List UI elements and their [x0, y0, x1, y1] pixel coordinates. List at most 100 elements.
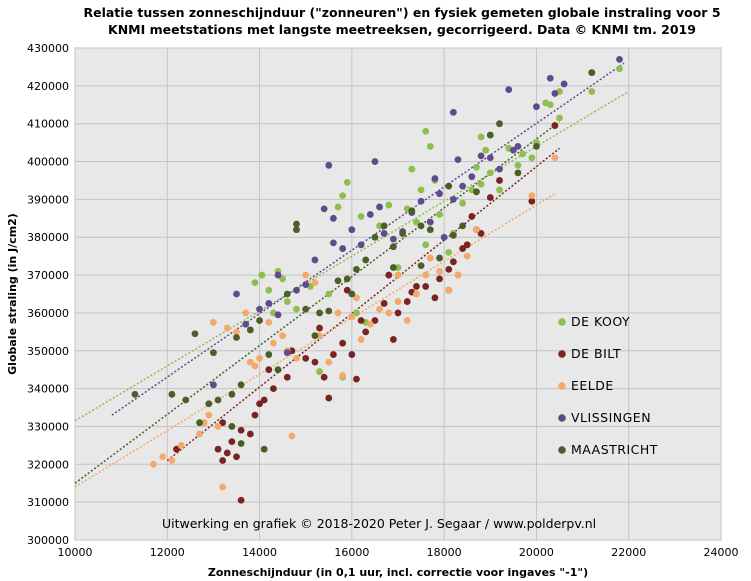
y-axis-label: Globale straling (in J/cm2): [6, 213, 19, 375]
point-de-bilt: [219, 457, 227, 464]
legend-label-vlissingen: VLISSINGEN: [571, 410, 651, 425]
point-maastricht: [191, 330, 199, 338]
point-de-bilt: [353, 375, 360, 383]
point-eelde: [270, 339, 277, 347]
plot-area: [74, 47, 722, 541]
point-maastricht: [196, 419, 203, 427]
point-maastricht: [260, 445, 268, 453]
point-maastricht: [168, 390, 176, 398]
point-maastricht: [334, 277, 342, 285]
point-maastricht: [325, 307, 333, 315]
point-vlissingen: [242, 320, 250, 328]
point-de-bilt: [468, 213, 476, 220]
point-de-bilt: [389, 336, 397, 343]
point-de-kooy: [514, 161, 522, 169]
x-tick-label: 16000: [334, 546, 369, 559]
point-maastricht: [514, 169, 522, 177]
point-vlissingen: [514, 143, 522, 150]
point-de-bilt: [228, 438, 236, 445]
point-eelde: [394, 271, 402, 279]
point-de-bilt: [403, 298, 411, 305]
point-eelde: [376, 305, 383, 313]
point-de-kooy: [251, 279, 259, 287]
point-de-kooy: [357, 213, 365, 220]
point-eelde: [293, 354, 300, 362]
point-eelde: [150, 460, 157, 468]
point-de-bilt: [422, 283, 430, 290]
x-tick-label: 20000: [519, 546, 554, 559]
point-eelde: [366, 320, 374, 328]
gridlines: [74, 47, 722, 541]
point-de-bilt: [320, 373, 328, 381]
y-axis-ticks: 300000 310000 320000 330000 340000 350000 3600…: [27, 42, 69, 547]
point-de-bilt: [486, 194, 494, 201]
point-maastricht: [131, 390, 139, 398]
point-de-kooy: [477, 133, 485, 141]
point-eelde: [528, 192, 536, 200]
point-maastricht: [588, 69, 596, 76]
point-eelde: [403, 317, 411, 324]
point-de-kooy: [546, 101, 554, 109]
point-maastricht: [316, 309, 323, 317]
point-vlissingen: [210, 381, 217, 389]
point-de-bilt: [385, 271, 393, 279]
point-eelde: [445, 286, 453, 294]
point-vlissingen: [256, 305, 263, 313]
point-de-kooy: [426, 143, 434, 150]
point-de-kooy: [473, 163, 480, 171]
x-tick-label: 10000: [58, 546, 93, 559]
point-maastricht: [228, 423, 236, 430]
point-de-kooy: [528, 154, 536, 162]
point-de-kooy: [334, 203, 342, 211]
point-vlissingen: [417, 197, 425, 205]
point-de-bilt: [330, 351, 337, 358]
point-maastricht: [265, 351, 273, 358]
point-vlissingen: [468, 173, 476, 181]
point-eelde: [426, 254, 434, 262]
point-de-bilt: [237, 426, 245, 434]
point-maastricht: [293, 226, 300, 234]
point-eelde: [205, 411, 213, 419]
point-vlissingen: [436, 190, 443, 198]
point-maastricht: [228, 390, 236, 398]
point-eelde: [265, 318, 273, 326]
point-de-bilt: [380, 300, 388, 307]
point-maastricht: [283, 290, 291, 298]
point-de-kooy: [265, 286, 273, 294]
point-de-bilt: [528, 197, 536, 205]
point-maastricht: [214, 396, 222, 404]
point-eelde: [219, 483, 227, 491]
point-maastricht: [274, 366, 282, 374]
trendline-de-bilt: [166, 147, 560, 462]
point-de-bilt: [302, 354, 310, 362]
point-de-bilt: [251, 411, 259, 419]
point-vlissingen: [486, 154, 494, 162]
point-maastricht: [449, 231, 457, 239]
point-eelde: [394, 298, 402, 305]
y-tick-label: 390000: [27, 193, 69, 206]
trendline-maastricht: [74, 121, 560, 484]
point-de-kooy: [445, 248, 453, 256]
point-de-kooy: [258, 271, 266, 279]
point-vlissingen: [533, 103, 540, 111]
point-de-bilt: [260, 396, 268, 404]
point-vlissingen: [560, 80, 568, 88]
point-de-kooy: [459, 199, 466, 207]
point-maastricht: [486, 131, 494, 139]
point-de-bilt: [246, 430, 254, 438]
point-de-bilt: [265, 366, 273, 374]
point-de-bilt: [431, 294, 439, 302]
point-vlissingen: [477, 152, 485, 160]
point-eelde: [339, 371, 347, 379]
point-maastricht: [210, 349, 217, 357]
point-maastricht: [436, 254, 443, 262]
point-maastricht: [459, 222, 466, 230]
point-de-kooy: [477, 180, 485, 188]
point-de-bilt: [316, 324, 323, 332]
point-eelde: [463, 252, 471, 260]
point-maastricht: [380, 222, 388, 230]
point-vlissingen: [325, 161, 333, 169]
point-de-kooy: [413, 218, 420, 226]
point-vlissingen: [376, 203, 383, 211]
point-eelde: [288, 432, 296, 440]
